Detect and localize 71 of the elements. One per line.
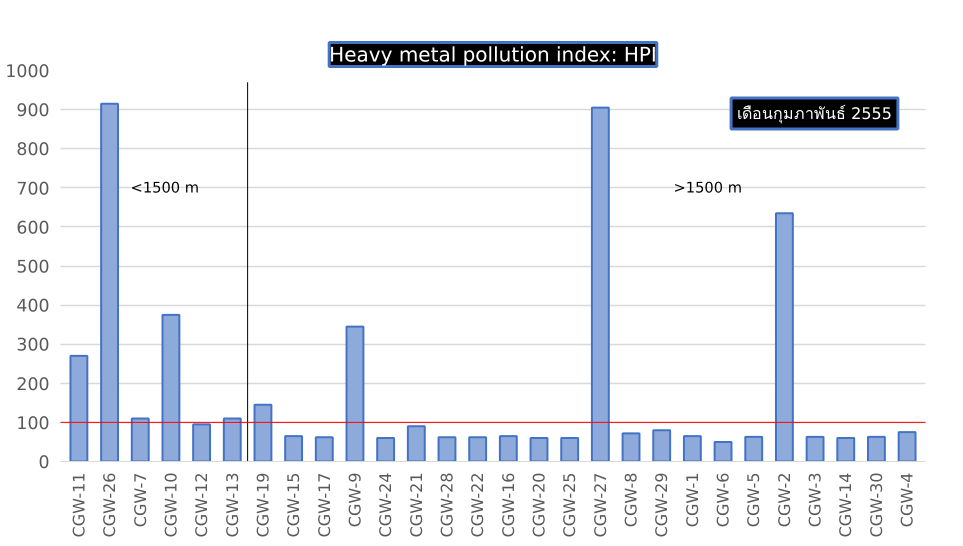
x-tick-label: CGW-30 [866, 472, 886, 538]
bar [774, 212, 794, 462]
x-tick-label: CGW-28 [437, 472, 456, 538]
y-tick-label: 900 [16, 101, 50, 122]
bar [836, 437, 856, 462]
x-tick-label: CGW-11 [69, 472, 88, 538]
bar [161, 314, 180, 462]
x-tick-label: CGW-10 [161, 472, 180, 538]
bar [866, 436, 886, 462]
x-tick-label: CGW-2 [774, 472, 794, 528]
y-tick-label: 800 [16, 140, 50, 160]
y-tick-label: 200 [16, 374, 50, 395]
annotation: >1500 m [673, 179, 742, 196]
bar [438, 436, 456, 462]
x-tick-label: CGW-15 [284, 472, 304, 538]
bar [560, 437, 580, 462]
x-tick-label: CGW-6 [714, 472, 733, 528]
bar [222, 417, 242, 462]
x-tick-label: CGW-19 [253, 472, 272, 538]
bar [406, 425, 426, 462]
x-tick-label: CGW-25 [560, 472, 580, 538]
annotation: <1500 m [130, 179, 200, 196]
x-tick-label: CGW-24 [376, 472, 396, 538]
bar [346, 326, 364, 462]
x-tick-label: CGW-21 [406, 472, 426, 538]
bar [682, 435, 702, 462]
bar [100, 102, 120, 462]
text: เดือนกุมภาพันธ์ 2555 [737, 104, 892, 124]
y-tick-label: 0 [38, 453, 50, 473]
x-tick-label: CGW-16 [498, 472, 518, 538]
x-tick-label: CGW-29 [652, 472, 672, 538]
x-tick-label: CGW-20 [530, 472, 549, 538]
bar [130, 417, 150, 462]
x-tick-label: CGW-12 [192, 472, 212, 538]
x-tick-label: CGW-14 [836, 472, 856, 538]
y-tick-label: 1000 [5, 62, 50, 82]
bar [590, 106, 610, 462]
bar [622, 432, 640, 462]
x-tick-label: CGW-17 [314, 472, 334, 538]
bar [376, 437, 396, 462]
y-tick-label: 300 [16, 336, 50, 356]
x-tick-label: CGW-22 [468, 472, 488, 538]
bar [652, 429, 672, 462]
bar [806, 436, 825, 462]
bar [192, 423, 212, 462]
bar [314, 436, 334, 462]
y-tick-label: 600 [16, 218, 50, 238]
bar [69, 354, 88, 462]
x-tick-label: CGW-9 [345, 472, 364, 528]
bar [530, 437, 548, 462]
bar [254, 404, 272, 462]
x-tick-label: CGW-1 [682, 472, 702, 528]
bar [744, 436, 764, 462]
x-tick-label: CGW-7 [130, 472, 150, 528]
x-tick-label: CGW-3 [806, 472, 825, 528]
x-tick-label: CGW-27 [590, 472, 610, 538]
x-tick-label: CGW-26 [100, 472, 120, 538]
chart-title: Heavy metal pollution index: HPI [329, 42, 657, 66]
y-tick-label: 100 [16, 414, 50, 434]
bar [898, 431, 917, 462]
y-tick-label: 500 [16, 258, 50, 278]
bar [498, 435, 518, 462]
bar [284, 435, 304, 462]
x-tick-label: CGW-13 [222, 472, 242, 538]
x-tick-label: CGW-4 [898, 472, 917, 528]
x-tick-label: CGW-8 [622, 472, 641, 528]
y-tick-label: 700 [16, 179, 50, 200]
x-tick-label: CGW-5 [744, 472, 764, 528]
bar [714, 440, 732, 462]
y-tick-label: 400 [16, 296, 50, 317]
bar [468, 436, 488, 462]
